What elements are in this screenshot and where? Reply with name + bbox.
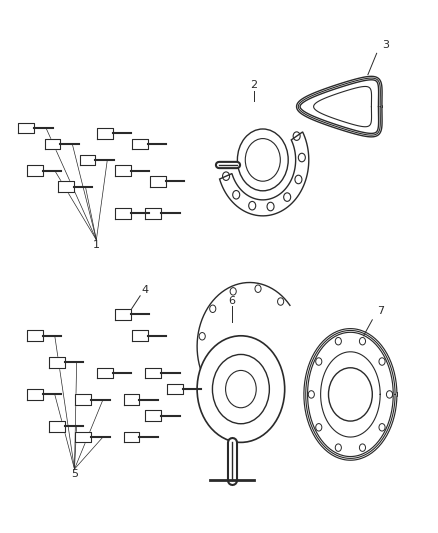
Polygon shape (97, 128, 113, 139)
Polygon shape (115, 309, 131, 320)
Polygon shape (132, 139, 148, 149)
Text: 2: 2 (251, 80, 258, 90)
Polygon shape (80, 155, 95, 165)
Polygon shape (145, 208, 161, 219)
Polygon shape (97, 368, 113, 378)
Polygon shape (167, 384, 183, 394)
Polygon shape (115, 165, 131, 176)
Text: 3: 3 (382, 40, 389, 50)
Polygon shape (27, 389, 43, 400)
Text: 1: 1 (93, 240, 100, 250)
Polygon shape (45, 139, 60, 149)
Polygon shape (27, 165, 43, 176)
Polygon shape (124, 394, 139, 405)
Polygon shape (58, 181, 74, 192)
Polygon shape (145, 368, 161, 378)
Text: 4: 4 (141, 285, 148, 295)
Polygon shape (115, 208, 131, 219)
Polygon shape (75, 394, 91, 405)
Text: 5: 5 (71, 469, 78, 479)
Text: 7: 7 (378, 306, 385, 317)
Polygon shape (49, 421, 65, 432)
Polygon shape (132, 330, 148, 341)
Text: 6: 6 (229, 296, 236, 306)
Polygon shape (145, 410, 161, 421)
Polygon shape (27, 330, 43, 341)
Polygon shape (18, 123, 34, 133)
Polygon shape (49, 357, 65, 368)
Polygon shape (124, 432, 139, 442)
Polygon shape (150, 176, 166, 187)
Polygon shape (75, 432, 91, 442)
